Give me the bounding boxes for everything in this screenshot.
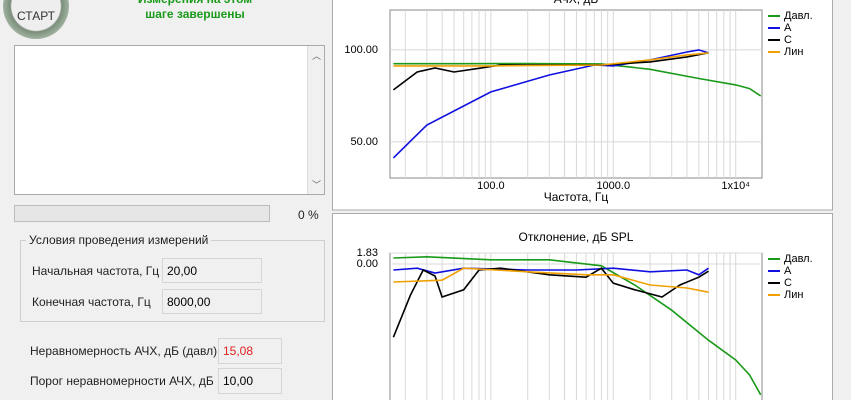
series-line: [392, 267, 709, 338]
legend-label: A: [784, 22, 792, 34]
series-line: [393, 267, 709, 276]
legend-label: Лин: [784, 289, 803, 301]
legend-label: Лин: [784, 46, 803, 58]
conditions-title: Условия проведения измерений: [26, 233, 212, 247]
legend-label: C: [784, 34, 792, 46]
legend-label: Давл.: [784, 10, 813, 22]
legend-label: C: [784, 277, 792, 289]
y-tick-label: 100.00: [344, 44, 378, 56]
log-textbox[interactable]: ︿ ﹀: [14, 45, 325, 195]
x-tick-label: 1x10⁴: [721, 180, 750, 192]
series-line: [393, 267, 709, 293]
x-tick-label: 100.0: [477, 180, 505, 192]
series-line: [393, 255, 762, 396]
status-text: Измерения на этом шаге завершены: [138, 0, 252, 21]
scroll-up[interactable]: ︿: [312, 51, 322, 61]
field-input[interactable]: 20,00: [162, 258, 262, 283]
field-label: Неравномерность АЧХ, дБ (давл): [30, 344, 218, 358]
field-label: Начальная частота, Гц: [32, 264, 160, 278]
legend-label: Давл.: [784, 253, 813, 265]
y-tick-label: 0.00: [357, 258, 378, 270]
chart-title: АЧХ, дБ: [554, 0, 599, 6]
series-line: [393, 62, 762, 97]
field-input[interactable]: 10,00: [218, 368, 282, 394]
scrollbar[interactable]: ︿ ﹀: [307, 46, 324, 194]
series-line: [393, 52, 709, 67]
y-tick-label: 1.83: [357, 247, 378, 259]
field-label: Порог неравномерности АЧХ, дБ: [30, 374, 214, 388]
progress-label: 0 %: [298, 208, 319, 222]
x-axis-label: Частота, Гц: [544, 190, 609, 204]
scroll-down[interactable]: ﹀: [312, 180, 322, 190]
chart-title: Отклонение, дБ SPL: [519, 230, 634, 244]
field-input[interactable]: 8000,00: [162, 289, 262, 314]
field-label: Конечная частота, Гц: [32, 295, 151, 309]
start-label: СТАРТ: [17, 9, 55, 23]
x-tick-label: 1000.0: [596, 180, 630, 192]
field-input[interactable]: 15,08: [218, 338, 282, 364]
y-tick-label: 50.00: [350, 136, 378, 148]
progress-bar: [14, 205, 270, 222]
legend-label: A: [784, 265, 792, 277]
